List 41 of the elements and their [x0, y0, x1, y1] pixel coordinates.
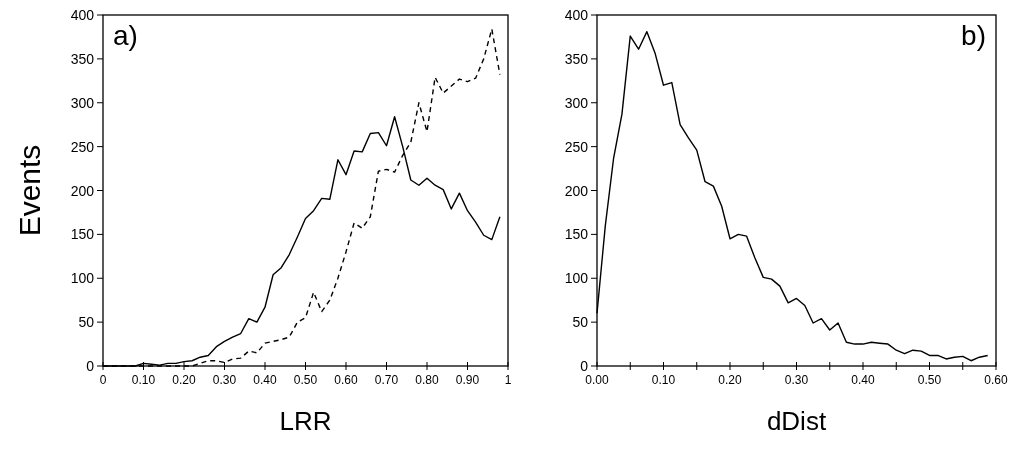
x-tick-label: 0.70 — [374, 373, 399, 387]
y-tick-label: 250 — [564, 138, 589, 155]
y-tick-label: 0 — [86, 358, 95, 374]
y-tick-label: 100 — [70, 270, 95, 287]
y-tick-label: 150 — [70, 226, 95, 243]
x-tick-label: 0.60 — [984, 373, 1008, 387]
y-tick-label: 100 — [564, 270, 589, 287]
x-tick-label: 0.30 — [784, 373, 809, 387]
y-tick-label: 300 — [70, 94, 95, 111]
y-tick-label: 300 — [564, 94, 589, 111]
y-tick-label: 50 — [572, 314, 589, 331]
x-tick-label: 1 — [504, 373, 512, 387]
x-tick-label: 0.20 — [718, 373, 742, 387]
x-tick-label: 0.80 — [415, 373, 439, 387]
y-tick-label: 150 — [564, 226, 589, 243]
y-tick-label: 0 — [580, 358, 589, 374]
y-tick-label: 400 — [564, 7, 589, 23]
x-axis-title: dDist — [766, 406, 827, 436]
y-tick-label: 350 — [70, 50, 95, 67]
x-tick-label: 0 — [99, 373, 107, 387]
y-tick-label: 250 — [70, 138, 95, 155]
y-tick-label: 50 — [78, 314, 95, 331]
x-tick-label: 0.40 — [253, 373, 277, 387]
y-tick-label: 200 — [70, 182, 95, 199]
y-axis-title: Events — [13, 144, 46, 237]
x-tick-label: 0.20 — [172, 373, 196, 387]
y-tick-label: 400 — [70, 7, 95, 23]
x-tick-label: 0.10 — [651, 373, 676, 387]
x-tick-label: 0.60 — [334, 373, 358, 387]
annotation: b) — [961, 20, 986, 51]
y-tick-label: 200 — [564, 182, 589, 199]
y-tick-label: 350 — [564, 50, 589, 67]
annotation: a) — [113, 20, 138, 51]
x-tick-label: 0.50 — [917, 373, 942, 387]
x-tick-label: 0.30 — [212, 373, 237, 387]
x-tick-label: 0.10 — [131, 373, 156, 387]
x-tick-label: 0.90 — [455, 373, 480, 387]
x-tick-label: 0.00 — [585, 373, 609, 387]
x-tick-label: 0.50 — [293, 373, 318, 387]
x-axis-title: LRR — [279, 406, 332, 436]
x-tick-label: 0.40 — [851, 373, 875, 387]
